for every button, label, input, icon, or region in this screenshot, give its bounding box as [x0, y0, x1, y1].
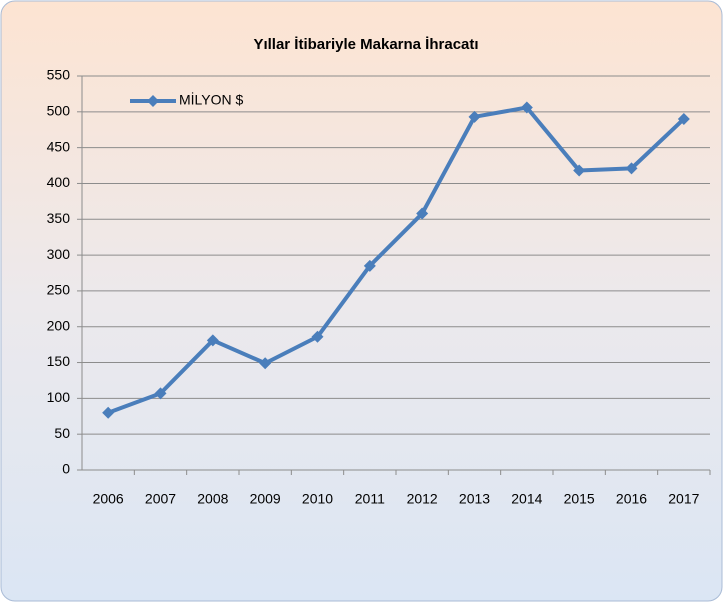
- x-tick-label: 2011: [355, 491, 385, 507]
- x-tick-label: 2008: [197, 491, 228, 507]
- marker: [677, 112, 690, 125]
- marker: [206, 334, 219, 347]
- marker: [311, 330, 324, 343]
- legend-label: MİLYON $: [179, 91, 244, 108]
- y-tick-label: 500: [47, 103, 71, 119]
- marker: [416, 207, 429, 220]
- marker: [259, 357, 272, 370]
- marker: [573, 164, 586, 177]
- x-tick-label: 2009: [250, 491, 281, 507]
- y-tick-label: 100: [47, 389, 71, 405]
- y-tick-label: 300: [47, 246, 71, 262]
- x-tick-label: 2014: [511, 491, 542, 507]
- x-tick-label: 2012: [407, 491, 438, 507]
- y-tick-label: 400: [47, 174, 71, 190]
- y-tick-label: 0: [62, 461, 70, 477]
- marker: [363, 259, 376, 272]
- x-tick-label: 2015: [564, 491, 595, 507]
- y-tick-label: 200: [47, 317, 71, 333]
- marker: [520, 101, 533, 114]
- series-line: [107, 105, 686, 415]
- x-tick-label: 2006: [93, 491, 124, 507]
- x-tick-label: 2013: [459, 491, 490, 507]
- legend-marker: [147, 95, 159, 107]
- x-tick-label: 2017: [668, 491, 699, 507]
- y-tick-label: 50: [54, 425, 70, 441]
- y-tick-label: 550: [47, 67, 71, 83]
- x-tick-label: 2016: [616, 491, 647, 507]
- y-tick-label: 450: [47, 138, 71, 154]
- x-tick-label: 2010: [302, 491, 333, 507]
- marker: [468, 110, 481, 123]
- chart-title: Yıllar İtibariyle Makarna İhracatı: [253, 36, 478, 53]
- marker: [102, 406, 115, 419]
- y-tick-label: 150: [47, 353, 71, 369]
- marker: [154, 387, 167, 400]
- y-tick-label: 250: [47, 282, 71, 298]
- x-tick-label: 2007: [145, 491, 176, 507]
- marker: [625, 162, 638, 175]
- y-tick-label: 350: [47, 210, 71, 226]
